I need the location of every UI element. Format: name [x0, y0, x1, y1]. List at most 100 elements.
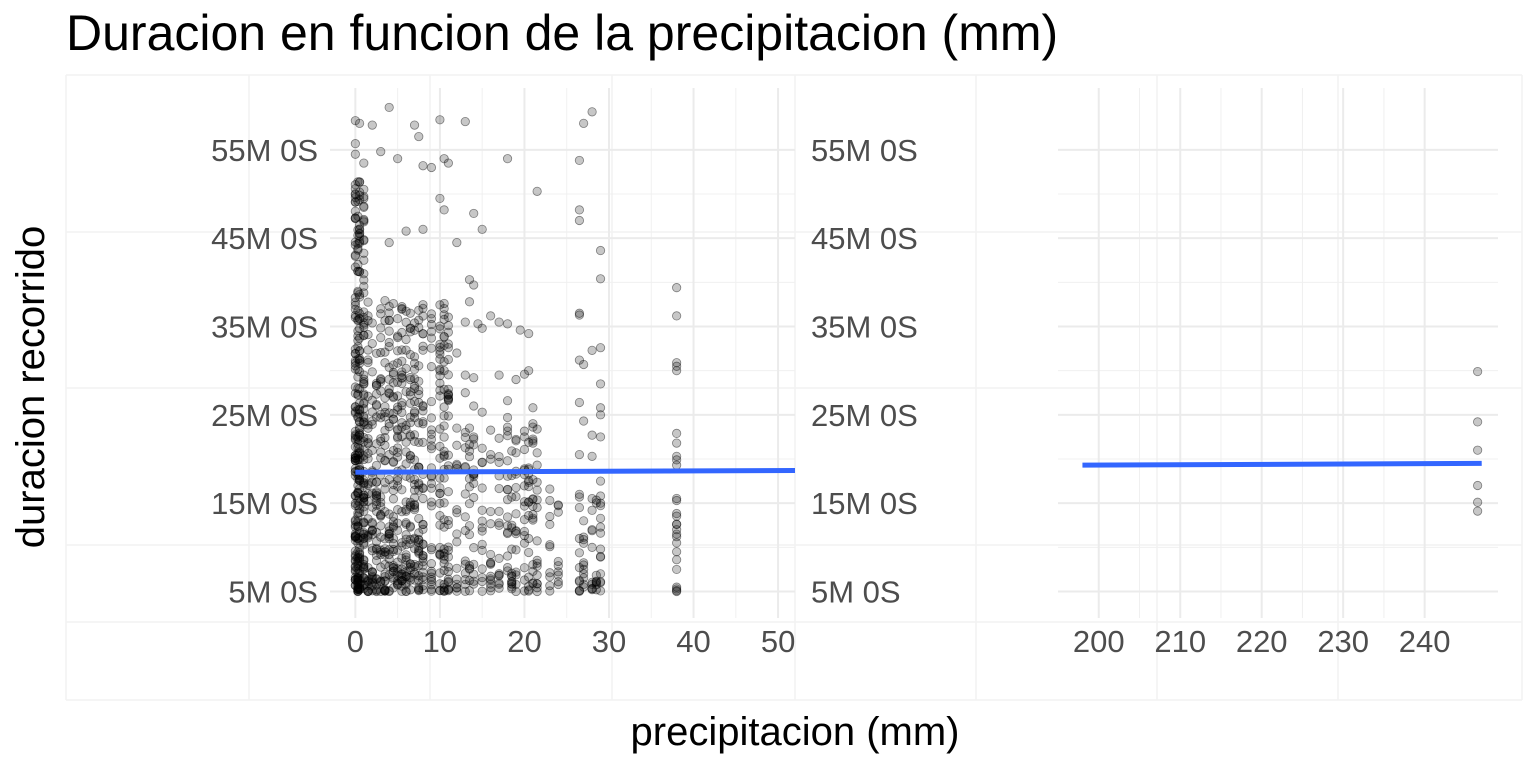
- data-point: [353, 412, 363, 423]
- data-point: [519, 538, 530, 548]
- data-point: [452, 508, 462, 518]
- data-point: [380, 586, 390, 596]
- data-point: [384, 533, 394, 544]
- data-point: [435, 385, 445, 395]
- data-point: [353, 586, 363, 597]
- data-point: [587, 505, 597, 515]
- data-point: [409, 408, 420, 418]
- data-point: [524, 475, 534, 486]
- data-point: [354, 118, 365, 128]
- data-point: [384, 308, 394, 318]
- data-point: [1473, 497, 1483, 507]
- data-point: [469, 579, 479, 589]
- data-point: [353, 553, 363, 563]
- data-point: [388, 298, 399, 309]
- data-point: [367, 318, 377, 328]
- data-point: [359, 255, 369, 265]
- data-point: [376, 386, 386, 396]
- data-point: [350, 348, 360, 359]
- data-point: [380, 585, 390, 595]
- data-point: [393, 525, 403, 535]
- data-point: [397, 569, 407, 579]
- x-tick-label: 230: [1317, 624, 1369, 659]
- data-point: [376, 502, 386, 512]
- data-point: [359, 217, 369, 227]
- data-point: [672, 547, 682, 557]
- data-point: [363, 454, 373, 464]
- data-point: [511, 526, 521, 536]
- data-point: [414, 584, 424, 594]
- data-point: [469, 576, 479, 586]
- data-point: [502, 485, 513, 495]
- data-point: [405, 327, 415, 337]
- data-point: [452, 459, 462, 469]
- data-point: [502, 456, 513, 466]
- data-point: [354, 436, 365, 446]
- data-point: [393, 377, 403, 388]
- data-point: [359, 533, 369, 543]
- data-point: [672, 438, 682, 448]
- data-point: [367, 419, 377, 430]
- data-point: [350, 531, 360, 542]
- data-point: [350, 139, 360, 149]
- data-point: [439, 357, 449, 367]
- data-point: [359, 573, 369, 583]
- data-point: [414, 571, 424, 581]
- data-point: [354, 358, 365, 368]
- data-point: [435, 498, 445, 508]
- data-point: [380, 295, 390, 306]
- data-point: [350, 408, 360, 418]
- data-point: [359, 445, 369, 455]
- data-point: [401, 424, 411, 435]
- data-point: [439, 411, 449, 421]
- trend-line: [1082, 460, 1482, 468]
- data-point: [502, 562, 513, 573]
- data-point: [1473, 445, 1483, 455]
- data-point: [359, 527, 369, 538]
- data-point: [350, 348, 360, 359]
- data-point: [418, 572, 428, 582]
- data-point: [477, 526, 487, 536]
- data-point: [401, 306, 411, 316]
- data-point: [393, 557, 403, 567]
- data-point: [443, 487, 453, 497]
- data-point: [519, 514, 530, 525]
- data-point: [443, 576, 453, 586]
- data-point: [354, 584, 365, 595]
- data-point: [532, 586, 542, 597]
- data-point: [460, 432, 470, 442]
- data-point: [595, 343, 606, 353]
- data-point: [388, 512, 399, 522]
- data-point: [350, 206, 360, 216]
- data-point: [414, 478, 424, 488]
- y-tick-label: 45M 0S: [811, 221, 918, 256]
- data-point: [579, 535, 589, 545]
- data-point: [579, 569, 589, 579]
- data-point: [409, 485, 420, 495]
- data-point: [414, 585, 424, 595]
- data-point: [672, 455, 682, 465]
- data-point: [405, 565, 415, 575]
- data-point: [587, 585, 597, 595]
- data-point: [443, 393, 453, 403]
- data-point: [353, 411, 363, 421]
- data-point: [418, 329, 428, 339]
- data-point: [350, 300, 360, 310]
- data-point: [367, 526, 377, 536]
- data-point: [401, 226, 411, 236]
- data-point: [672, 538, 682, 548]
- data-point: [477, 564, 487, 574]
- data-point: [354, 323, 365, 334]
- data-point: [388, 393, 399, 403]
- data-point: [486, 574, 496, 584]
- data-point: [371, 493, 382, 503]
- data-point: [405, 500, 415, 510]
- data-point: [486, 519, 496, 529]
- data-point: [426, 572, 437, 582]
- data-point: [359, 413, 369, 423]
- data-point: [353, 582, 363, 592]
- data-point: [464, 586, 475, 596]
- data-point: [595, 552, 606, 562]
- data-point: [477, 572, 487, 583]
- data-point: [397, 378, 407, 389]
